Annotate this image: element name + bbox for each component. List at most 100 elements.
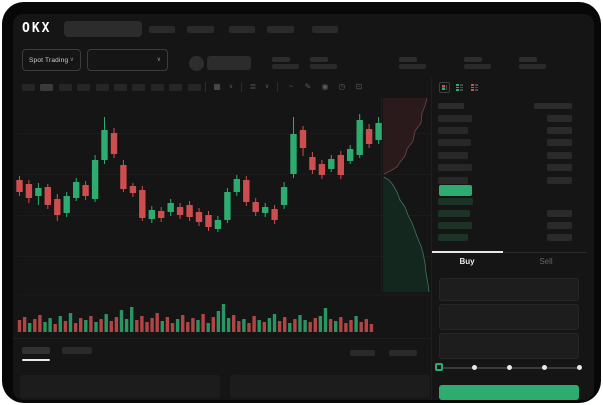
bid-row[interactable] — [438, 234, 468, 241]
ask-row-amount[interactable] — [547, 176, 572, 184]
volume-bar — [277, 321, 282, 332]
indicator-icon[interactable]: ▦ — [213, 82, 221, 91]
order-input-placeholder[interactable] — [439, 333, 579, 359]
timeframe-button[interactable] — [132, 84, 146, 91]
ask-row[interactable] — [438, 164, 472, 172]
ask-row-amount[interactable] — [547, 164, 572, 172]
okx-logo: OKX — [22, 21, 52, 36]
slider-handle[interactable] — [435, 363, 443, 371]
bid-row-amount[interactable] — [547, 234, 572, 241]
ask-row[interactable] — [438, 176, 468, 184]
timeframe-button[interactable] — [22, 84, 35, 91]
bid-row[interactable] — [438, 210, 470, 217]
slider-stop[interactable] — [576, 365, 582, 370]
volume-bar — [226, 318, 231, 332]
slider-stop[interactable] — [541, 365, 547, 370]
slider-stop[interactable] — [506, 365, 512, 370]
volume-bar — [38, 315, 42, 332]
volume-bar — [181, 315, 185, 332]
active-tab-indicator — [432, 251, 503, 253]
bottom-tab-placeholder[interactable] — [22, 347, 50, 354]
line-tool-icon[interactable]: ~ — [288, 82, 294, 91]
ask-row[interactable] — [438, 151, 468, 159]
ask-row[interactable] — [438, 126, 468, 134]
bid-row[interactable] — [438, 222, 472, 229]
candle-body — [262, 207, 269, 213]
timeframe-button[interactable] — [150, 84, 164, 91]
orderbook-asks-icon[interactable] — [469, 82, 480, 93]
history-icon[interactable]: ◷ — [338, 82, 346, 91]
timeframe-button[interactable] — [114, 84, 127, 91]
timeframe-button[interactable] — [169, 84, 183, 91]
stat-value-placeholder — [519, 64, 546, 69]
price-chart[interactable] — [13, 92, 436, 354]
buy-button[interactable] — [439, 385, 579, 400]
candle-body — [176, 207, 184, 215]
volume-bar — [323, 308, 328, 332]
ask-row[interactable] — [438, 139, 471, 147]
timeframe-button[interactable] — [58, 84, 72, 91]
orderbook-bids-icon[interactable] — [454, 82, 465, 93]
search-input[interactable] — [64, 21, 142, 37]
candle-body — [44, 187, 51, 205]
bid-row-amount[interactable] — [547, 210, 572, 217]
snapshot-icon[interactable]: ◉ — [321, 82, 329, 91]
nav-item-placeholder[interactable] — [267, 26, 294, 33]
order-input-placeholder[interactable] — [439, 304, 579, 330]
volume-bar — [247, 323, 251, 332]
volume-bar — [354, 316, 358, 332]
chart-bottom-divider — [13, 338, 431, 339]
volume-bar — [43, 322, 47, 332]
volume-bar — [140, 316, 144, 332]
candle-body — [129, 186, 137, 193]
volume-bar — [28, 323, 32, 332]
bid-row-amount[interactable] — [547, 222, 572, 229]
ask-row-amount[interactable] — [547, 151, 572, 159]
bottom-tab-placeholder[interactable] — [62, 347, 92, 354]
candle-body — [252, 202, 259, 212]
candle-body — [299, 130, 307, 148]
volume-bar — [232, 315, 236, 332]
chevron-down-icon[interactable]: ∨ — [264, 84, 270, 90]
ask-row-amount[interactable] — [547, 126, 572, 134]
bottom-control-placeholder[interactable] — [350, 350, 375, 356]
stat-value-placeholder — [310, 64, 337, 69]
tab-sell[interactable]: Sell — [539, 257, 553, 266]
nav-item-placeholder[interactable] — [312, 26, 338, 33]
candle-style-icon[interactable]: ≣ — [249, 82, 257, 91]
fullscreen-icon[interactable]: ⊡ — [355, 82, 363, 91]
slider-stop[interactable] — [471, 365, 477, 370]
volume-bar — [237, 321, 241, 332]
nav-item-placeholder[interactable] — [187, 26, 214, 33]
ask-row-amount[interactable] — [547, 114, 572, 122]
orderbook-all-icon[interactable] — [439, 82, 450, 93]
order-input-placeholder[interactable] — [439, 278, 579, 301]
candle-body — [148, 210, 155, 219]
volume-bar — [109, 321, 113, 332]
timeframe-button[interactable] — [95, 84, 109, 91]
timeframe-button[interactable] — [187, 84, 201, 91]
volume-bar — [130, 307, 134, 332]
nav-item-placeholder[interactable] — [229, 26, 255, 33]
timeframe-button[interactable] — [77, 84, 91, 91]
pair-selector-dropdown[interactable]: ∨ — [87, 49, 168, 71]
last-price-row[interactable] — [439, 185, 472, 196]
volume-bar — [328, 319, 333, 332]
volume-bar — [94, 322, 98, 332]
timeframe-button[interactable] — [40, 84, 54, 91]
tab-buy[interactable]: Buy — [459, 257, 475, 266]
ask-row[interactable] — [438, 114, 472, 122]
volume-bar — [155, 313, 159, 332]
ask-row-amount[interactable] — [547, 139, 572, 147]
draw-tool-icon[interactable]: ✎ — [304, 82, 312, 91]
chevron-down-icon[interactable]: ∨ — [228, 84, 234, 90]
nav-item-placeholder[interactable] — [149, 26, 175, 33]
bid-row[interactable] — [438, 198, 473, 205]
market-type-dropdown[interactable]: Spot Trading ∨ — [22, 49, 81, 71]
volume-bar — [318, 316, 323, 332]
stat-label-placeholder — [272, 57, 290, 62]
bottom-control-placeholder[interactable] — [389, 350, 417, 356]
candle-body — [186, 205, 193, 217]
volume-bar — [99, 319, 103, 332]
volume-bar — [58, 316, 62, 332]
